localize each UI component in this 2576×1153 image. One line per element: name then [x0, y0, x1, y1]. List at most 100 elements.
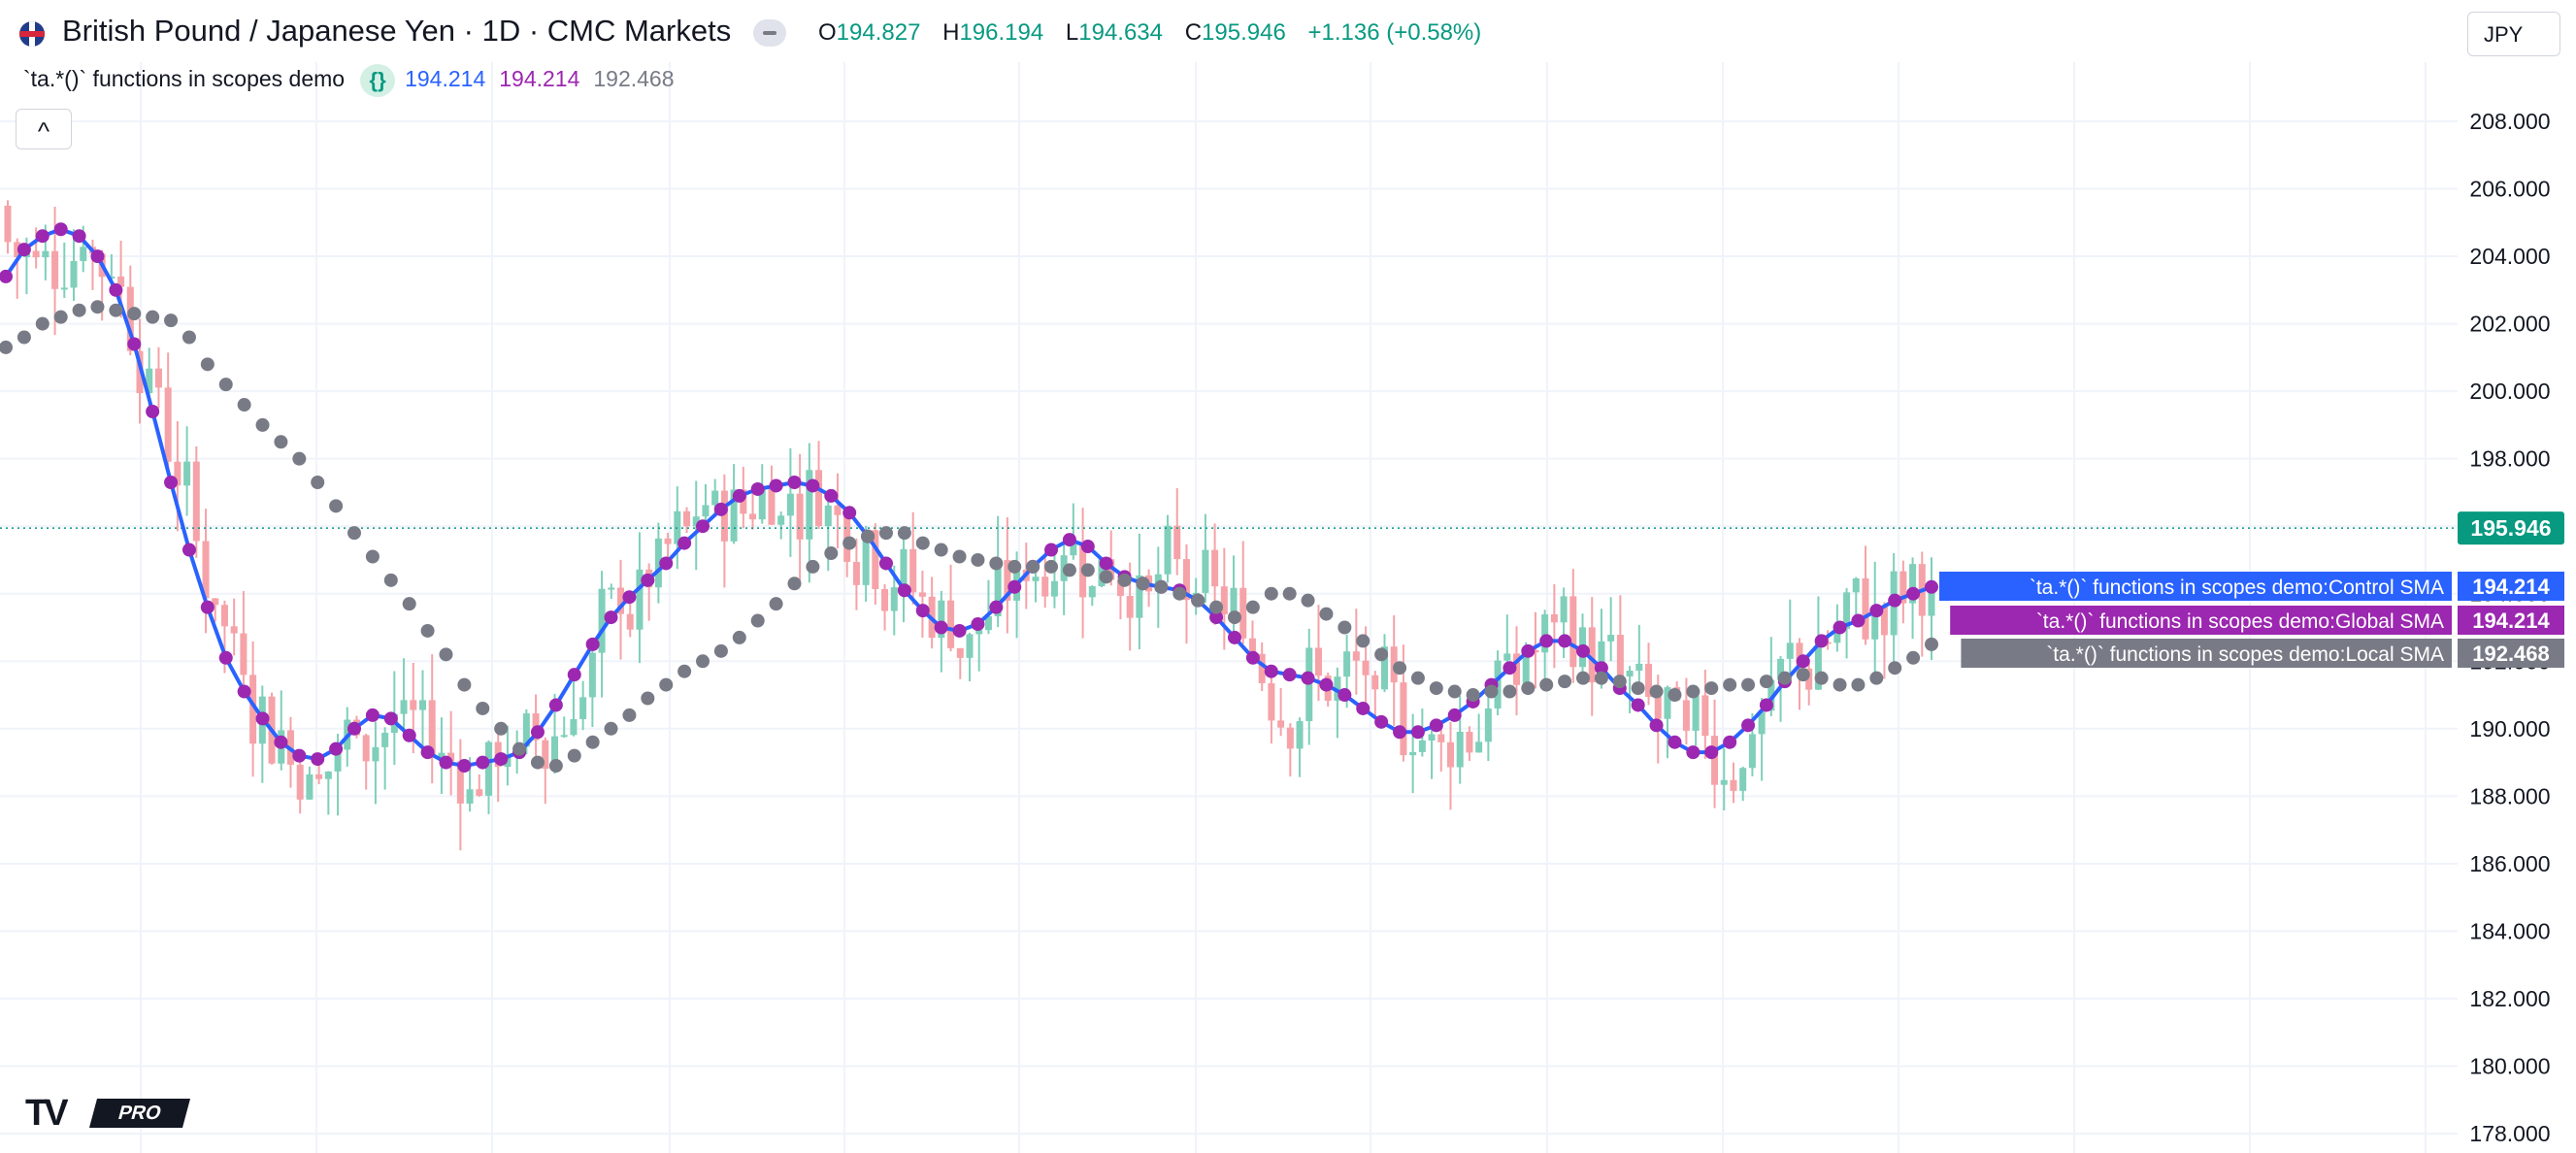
global-sma-point	[1374, 714, 1389, 729]
local-sma-series	[0, 300, 1938, 774]
local-sma-point	[1447, 684, 1462, 699]
global-sma-point	[383, 711, 398, 726]
global-sma-point	[659, 556, 674, 571]
global-sma-point	[1338, 688, 1352, 703]
y-tick-label: 208.000	[2469, 109, 2550, 134]
source-code-icon[interactable]: {}	[360, 64, 396, 97]
candle-down	[1862, 577, 1869, 640]
candle-down	[1447, 741, 1454, 768]
global-sma-point	[127, 337, 142, 351]
candle-up	[70, 260, 78, 288]
global-sma-point	[696, 519, 710, 534]
high-label: H	[942, 19, 960, 46]
global-sma-point	[1521, 643, 1536, 658]
candle-down	[918, 592, 926, 597]
global-sma-point	[164, 476, 179, 490]
local-sma-point	[200, 357, 215, 372]
candle-down	[749, 513, 757, 520]
candle-up	[1928, 584, 1935, 616]
control-sma-series	[4, 227, 1932, 769]
candle-down	[1248, 638, 1256, 654]
global-sma-point	[1796, 654, 1810, 669]
indicator-value-global: 194.214	[499, 66, 580, 92]
global-sma-point	[35, 229, 50, 244]
local-sma-point	[476, 701, 490, 715]
collapse-legend-button[interactable]: ^	[16, 109, 72, 149]
candle-down	[1569, 596, 1577, 668]
global-sma-point	[1869, 604, 1884, 618]
global-sma-point	[1723, 735, 1737, 749]
global-sma-point	[274, 735, 288, 749]
global-sma-point	[1503, 661, 1517, 675]
candle-down	[909, 548, 917, 593]
global-sma-point	[1575, 643, 1590, 658]
hide-legend-button[interactable]	[753, 19, 786, 47]
candle-down	[1711, 736, 1719, 785]
global-sma-point	[1704, 745, 1719, 760]
candle-down	[220, 605, 228, 627]
local-sma-point	[53, 310, 68, 324]
candle-down	[1899, 571, 1907, 604]
currency-button[interactable]: JPY	[2467, 12, 2560, 56]
candle-down	[249, 675, 257, 744]
series-value-text: 194.214	[2472, 609, 2550, 633]
local-sma-point	[1925, 637, 1938, 651]
candle-down	[428, 700, 436, 758]
symbol-title[interactable]: British Pound / Japanese Yen · 1D · CMC …	[62, 14, 732, 48]
candle-up	[485, 741, 492, 796]
global-sma-point	[1062, 533, 1076, 547]
ohlc-readout: O194.827 H196.194 L194.634 C195.946 +1.1…	[818, 19, 1481, 47]
indicator-value-local: 192.468	[593, 66, 675, 92]
global-sma-point	[952, 623, 967, 638]
candle-down	[815, 470, 823, 527]
local-sma-point	[1301, 593, 1315, 608]
global-sma-point	[1759, 698, 1773, 712]
global-sma-point	[347, 721, 362, 736]
candle-up	[975, 630, 983, 635]
y-tick-label: 202.000	[2469, 312, 2550, 337]
local-sma-point	[1521, 681, 1536, 696]
local-sma-point	[952, 549, 967, 564]
candle-up	[711, 490, 719, 506]
candle-up	[42, 250, 50, 258]
local-sma-point	[1906, 650, 1921, 665]
series-name-text: `ta.*()` functions in scopes demo:Global…	[2036, 610, 2444, 633]
candle-up	[1635, 663, 1643, 672]
candle-up	[1070, 543, 1077, 556]
candle-up	[938, 600, 945, 639]
global-sma-point	[1814, 634, 1829, 648]
global-sma-point	[365, 708, 380, 722]
global-sma-point	[182, 543, 196, 557]
open-label: O	[818, 19, 837, 46]
candle-up	[900, 548, 908, 588]
series-value-tag	[2458, 572, 2564, 601]
candle-down	[192, 461, 200, 542]
global-sma-point	[1429, 718, 1443, 733]
candle-down	[136, 350, 144, 394]
candle-up	[183, 461, 191, 486]
global-sma-point	[548, 698, 563, 712]
global-sma-point	[1741, 718, 1756, 733]
local-sma-point	[1007, 559, 1022, 574]
candle-down	[164, 387, 172, 462]
candle-up	[560, 735, 568, 738]
candle-up	[108, 276, 116, 279]
candle-up	[702, 505, 710, 517]
indicator-name[interactable]: `ta.*()` functions in scopes demo	[23, 66, 346, 92]
local-sma-point	[1172, 586, 1187, 601]
local-sma-point	[365, 549, 380, 564]
global-sma-point	[420, 745, 435, 760]
candle-up	[786, 493, 794, 516]
high-value: 196.194	[959, 19, 1044, 46]
candle-up	[1739, 768, 1747, 791]
candle-up	[1164, 525, 1172, 575]
global-sma-point	[1282, 668, 1297, 682]
candle-up	[1852, 577, 1860, 593]
local-sma-point	[255, 417, 270, 432]
indicator-legend[interactable]: `ta.*()` functions in scopes demo {} 194.2…	[23, 64, 675, 97]
local-sma-point	[292, 451, 307, 466]
global-sma-point	[530, 725, 545, 740]
local-sma-point	[1227, 610, 1241, 625]
local-sma-point	[769, 597, 783, 611]
